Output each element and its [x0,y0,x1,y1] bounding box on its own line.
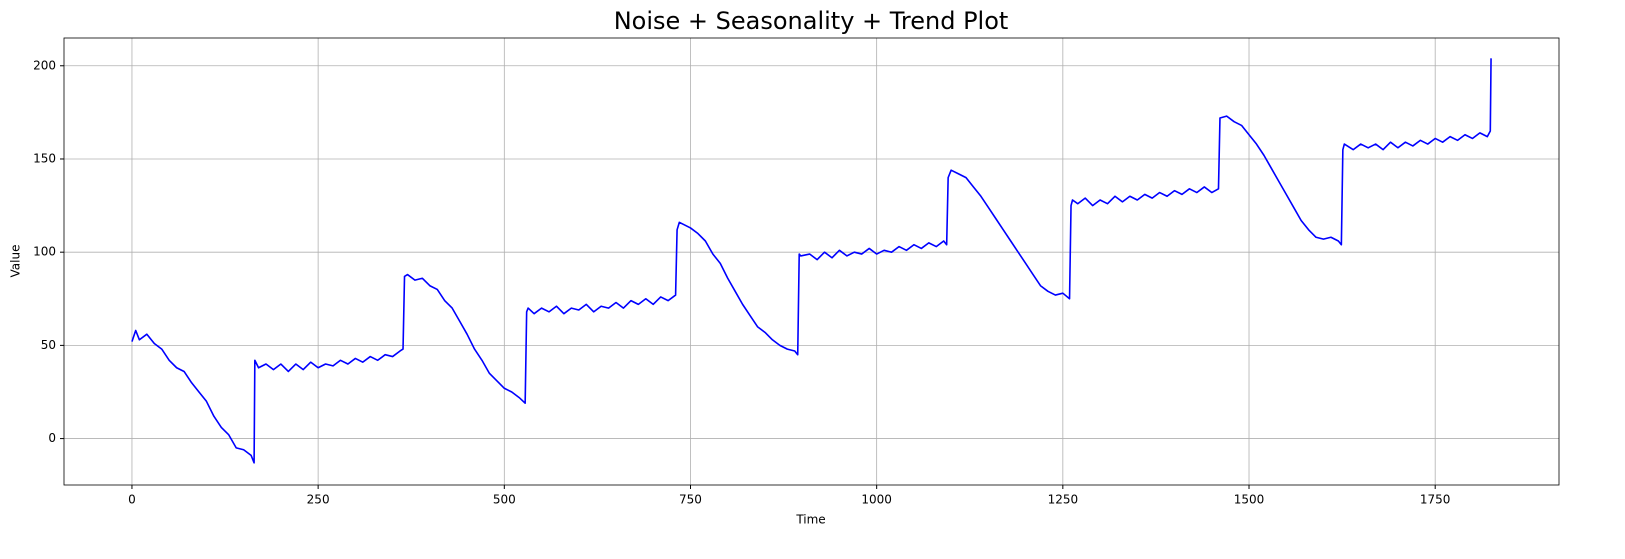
y-tick-label: 50 [41,338,56,352]
chart-title: Noise + Seasonality + Trend Plot [614,7,1009,35]
x-tick-label: 1250 [1048,493,1079,507]
x-tick-label: 0 [128,493,136,507]
x-tick-label: 750 [679,493,702,507]
data-line [131,58,1492,464]
x-tick-label: 1500 [1234,493,1265,507]
y-tick-label: 150 [33,151,56,165]
x-tick-label: 500 [493,493,516,507]
y-axis-label: Value [9,245,23,278]
y-tick-label: 200 [33,58,56,72]
x-tick-label: 1000 [861,493,892,507]
y-tick-label: 0 [48,431,56,445]
plot-frame [63,37,1560,486]
y-tick-label: 100 [33,245,56,259]
x-tick-label: 250 [307,493,330,507]
x-tick-label: 1750 [1420,493,1451,507]
x-axis-label: Time [795,513,825,527]
